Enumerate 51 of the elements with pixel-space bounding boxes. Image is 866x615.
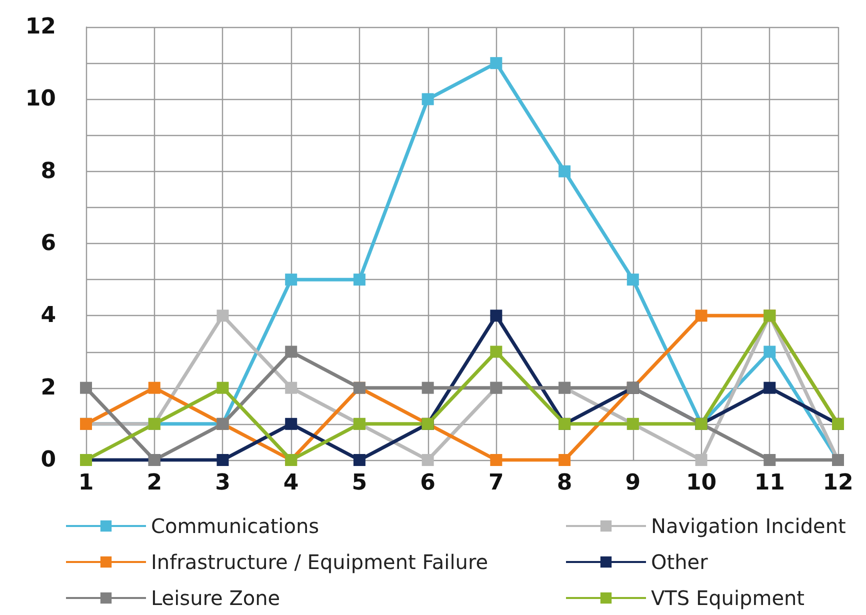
point xyxy=(422,454,434,466)
point xyxy=(695,454,708,466)
point xyxy=(285,346,298,358)
point xyxy=(422,93,434,106)
point xyxy=(490,346,502,358)
point xyxy=(285,382,298,394)
point xyxy=(558,454,571,466)
point xyxy=(80,382,92,394)
x-tick-label: 10 xyxy=(686,470,717,496)
point xyxy=(490,454,502,466)
legend-label: Other xyxy=(651,550,709,574)
y-tick-label: 2 xyxy=(40,375,56,400)
x-tick-label: 7 xyxy=(488,470,504,496)
point xyxy=(490,57,502,70)
point xyxy=(558,165,571,178)
y-tick-label: 6 xyxy=(40,231,56,256)
legend-label: Infrastructure / Equipment Failure xyxy=(151,550,488,574)
x-tick-label: 5 xyxy=(352,470,368,496)
y-tick-label: 8 xyxy=(40,158,56,184)
legend-label: VTS Equipment xyxy=(651,586,805,610)
legend-label: Navigation Incident xyxy=(651,514,846,538)
x-tick-label: 4 xyxy=(283,470,299,496)
y-tick-label: 4 xyxy=(40,303,56,328)
point xyxy=(490,310,502,322)
legend-label: Communications xyxy=(151,514,320,538)
x-tick-label: 3 xyxy=(215,470,230,496)
x-tick-label: 9 xyxy=(625,470,641,496)
x-tick-label: 6 xyxy=(420,470,436,496)
point xyxy=(216,310,229,322)
point xyxy=(148,382,160,394)
point xyxy=(285,274,298,286)
point xyxy=(764,346,776,358)
point xyxy=(764,454,776,466)
point xyxy=(216,454,229,466)
point xyxy=(353,274,366,286)
y-tick-label: 0 xyxy=(40,448,56,472)
x-tick-label: 2 xyxy=(146,470,162,496)
point xyxy=(695,310,708,322)
x-tick-label: 12 xyxy=(822,470,854,496)
point xyxy=(285,418,298,430)
x-tick-label: 8 xyxy=(556,470,572,496)
point xyxy=(626,274,639,286)
point xyxy=(764,382,776,394)
y-tick-label: 10 xyxy=(25,86,56,112)
x-tick-label: 1 xyxy=(78,470,94,496)
point xyxy=(216,382,229,394)
x-tick-label: 11 xyxy=(754,470,785,496)
y-tick-label: 12 xyxy=(25,14,56,40)
legend-label: Leisure Zone xyxy=(151,586,280,610)
point xyxy=(353,454,366,466)
point xyxy=(422,382,434,394)
